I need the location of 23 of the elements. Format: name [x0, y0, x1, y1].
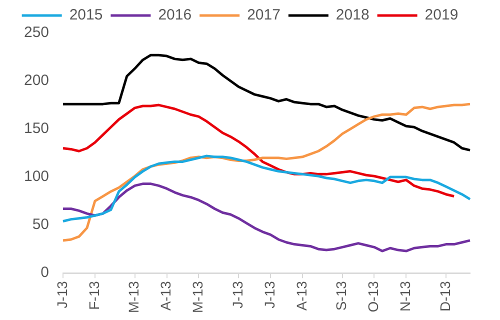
y-tick-label: 100: [24, 168, 50, 186]
x-tick-label: M-13: [126, 280, 142, 314]
x-tick-label: F-13: [86, 280, 102, 310]
x-tick-label: N-13: [397, 280, 414, 312]
y-tick-label: 150: [24, 120, 50, 138]
y-tick-label: 50: [32, 216, 50, 234]
x-tick-label: J-13: [54, 280, 70, 308]
x-tick-label: O-13: [365, 280, 382, 312]
y-tick-label: 0: [40, 264, 50, 282]
x-tick-label: J-13: [229, 280, 246, 308]
x-tick-label: J-13: [261, 280, 278, 308]
x-tick-label: S-13: [333, 280, 350, 311]
legend-label: 2019: [424, 6, 458, 24]
legend-label: 2017: [247, 6, 280, 24]
x-tick-label: M-13: [190, 280, 206, 314]
legend-label: 2015: [69, 6, 103, 24]
x-tick-label: A-13: [158, 280, 174, 311]
x-tick-label: D-13: [436, 280, 453, 312]
legend-label: 2016: [158, 6, 192, 24]
x-tick-label: A-13: [293, 280, 310, 311]
legend-label: 2018: [336, 6, 370, 24]
y-tick-label: 200: [24, 72, 50, 90]
y-tick-label: 250: [24, 24, 50, 42]
